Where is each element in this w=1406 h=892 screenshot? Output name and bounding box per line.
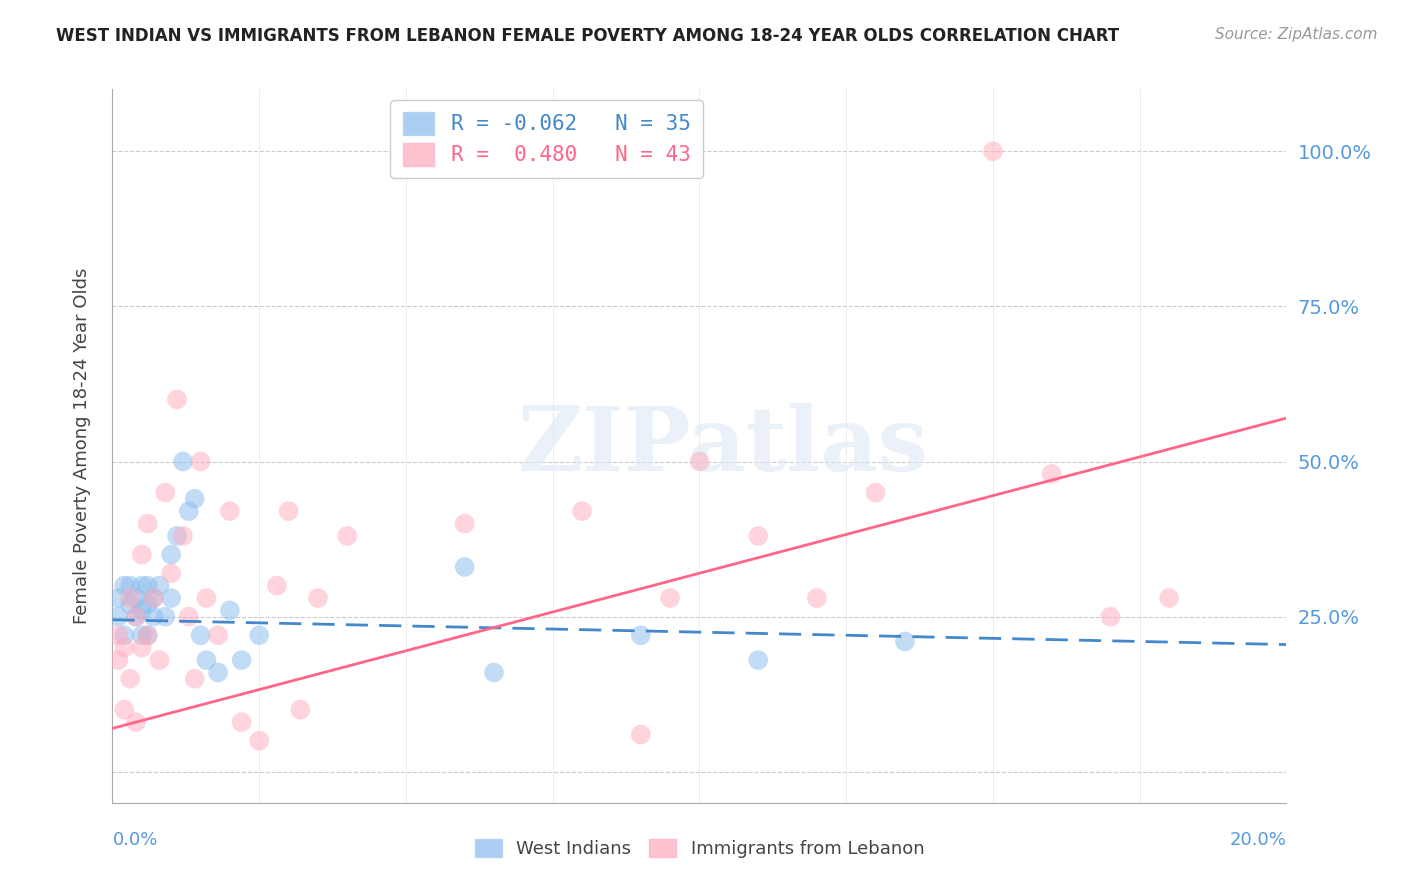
- Point: [231, 715, 253, 730]
- Text: Source: ZipAtlas.com: Source: ZipAtlas.com: [1215, 27, 1378, 42]
- Point: [107, 628, 129, 642]
- Point: [131, 548, 153, 562]
- Point: [1040, 467, 1063, 481]
- Point: [247, 628, 270, 642]
- Point: [112, 579, 135, 593]
- Point: [148, 579, 170, 593]
- Text: 20.0%: 20.0%: [1230, 830, 1286, 848]
- Point: [659, 591, 682, 605]
- Point: [131, 628, 153, 642]
- Point: [131, 579, 153, 593]
- Point: [630, 628, 652, 642]
- Point: [630, 727, 652, 741]
- Point: [689, 454, 711, 468]
- Point: [120, 672, 142, 686]
- Point: [190, 454, 212, 468]
- Point: [747, 529, 769, 543]
- Point: [183, 672, 205, 686]
- Point: [120, 591, 142, 605]
- Point: [172, 529, 194, 543]
- Point: [336, 529, 359, 543]
- Point: [747, 653, 769, 667]
- Point: [806, 591, 828, 605]
- Point: [136, 628, 159, 642]
- Point: [865, 485, 887, 500]
- Point: [195, 591, 218, 605]
- Point: [112, 703, 135, 717]
- Text: WEST INDIAN VS IMMIGRANTS FROM LEBANON FEMALE POVERTY AMONG 18-24 YEAR OLDS CORR: WEST INDIAN VS IMMIGRANTS FROM LEBANON F…: [56, 27, 1119, 45]
- Point: [125, 715, 148, 730]
- Text: 0.0%: 0.0%: [112, 830, 157, 848]
- Point: [290, 703, 312, 717]
- Point: [131, 640, 153, 655]
- Point: [219, 603, 242, 617]
- Point: [166, 392, 188, 407]
- Point: [195, 653, 218, 667]
- Point: [112, 640, 135, 655]
- Point: [266, 579, 288, 593]
- Point: [125, 609, 148, 624]
- Point: [142, 591, 165, 605]
- Point: [136, 579, 159, 593]
- Point: [155, 609, 177, 624]
- Y-axis label: Female Poverty Among 18-24 Year Olds: Female Poverty Among 18-24 Year Olds: [73, 268, 91, 624]
- Point: [183, 491, 205, 506]
- Point: [207, 665, 229, 680]
- Point: [125, 591, 148, 605]
- Point: [125, 609, 148, 624]
- Point: [172, 454, 194, 468]
- Point: [148, 653, 170, 667]
- Point: [136, 597, 159, 611]
- Point: [142, 609, 165, 624]
- Point: [160, 591, 183, 605]
- Point: [107, 609, 129, 624]
- Point: [453, 516, 475, 531]
- Point: [177, 609, 200, 624]
- Point: [894, 634, 917, 648]
- Point: [482, 665, 505, 680]
- Legend: West Indians, Immigrants from Lebanon: West Indians, Immigrants from Lebanon: [467, 831, 932, 865]
- Point: [247, 733, 270, 747]
- Text: ZIPatlas: ZIPatlas: [517, 402, 928, 490]
- Point: [112, 628, 135, 642]
- Point: [107, 591, 129, 605]
- Point: [166, 529, 188, 543]
- Point: [207, 628, 229, 642]
- Point: [107, 653, 129, 667]
- Point: [1099, 609, 1122, 624]
- Point: [1159, 591, 1181, 605]
- Point: [120, 579, 142, 593]
- Point: [160, 548, 183, 562]
- Point: [120, 597, 142, 611]
- Point: [131, 603, 153, 617]
- Point: [177, 504, 200, 518]
- Point: [219, 504, 242, 518]
- Point: [160, 566, 183, 581]
- Point: [155, 485, 177, 500]
- Point: [190, 628, 212, 642]
- Point: [277, 504, 299, 518]
- Point: [981, 145, 1004, 159]
- Point: [571, 504, 593, 518]
- Point: [307, 591, 329, 605]
- Point: [136, 516, 159, 531]
- Point: [453, 560, 475, 574]
- Point: [136, 628, 159, 642]
- Point: [231, 653, 253, 667]
- Point: [142, 591, 165, 605]
